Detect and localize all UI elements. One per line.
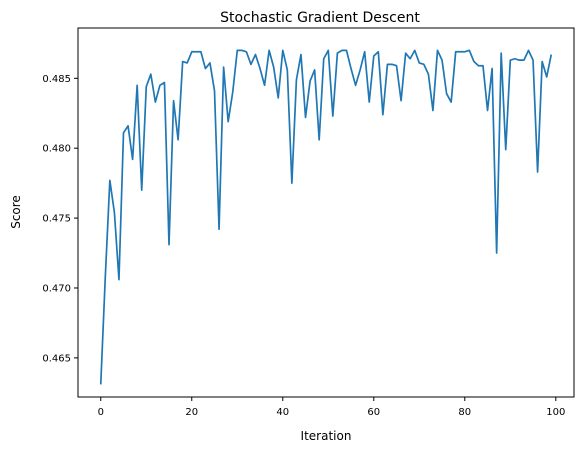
x-tick-label: 60: [367, 407, 380, 418]
plot-frame: [77, 27, 575, 398]
y-tick-label: 0.470: [42, 283, 71, 294]
x-tick-label: 100: [546, 407, 565, 418]
y-tick-label: 0.475: [42, 214, 71, 225]
x-tick-label: 0: [98, 407, 104, 418]
y-tick-label: 0.465: [42, 353, 71, 364]
score-line: [99, 49, 553, 385]
x-axis: 0 20 40 60 80 100: [98, 397, 565, 418]
y-tick-label: 0.485: [42, 74, 71, 85]
x-tick-label: 40: [276, 407, 289, 418]
y-axis: 0.465 0.470 0.475 0.480 0.485: [42, 74, 78, 364]
x-tick-label: 20: [185, 407, 198, 418]
y-tick-label: 0.480: [42, 144, 71, 155]
y-axis-label: Score: [9, 195, 23, 229]
chart-title: Stochastic Gradient Descent: [220, 10, 420, 26]
x-tick-label: 80: [458, 407, 471, 418]
x-axis-label: Iteration: [301, 429, 352, 443]
